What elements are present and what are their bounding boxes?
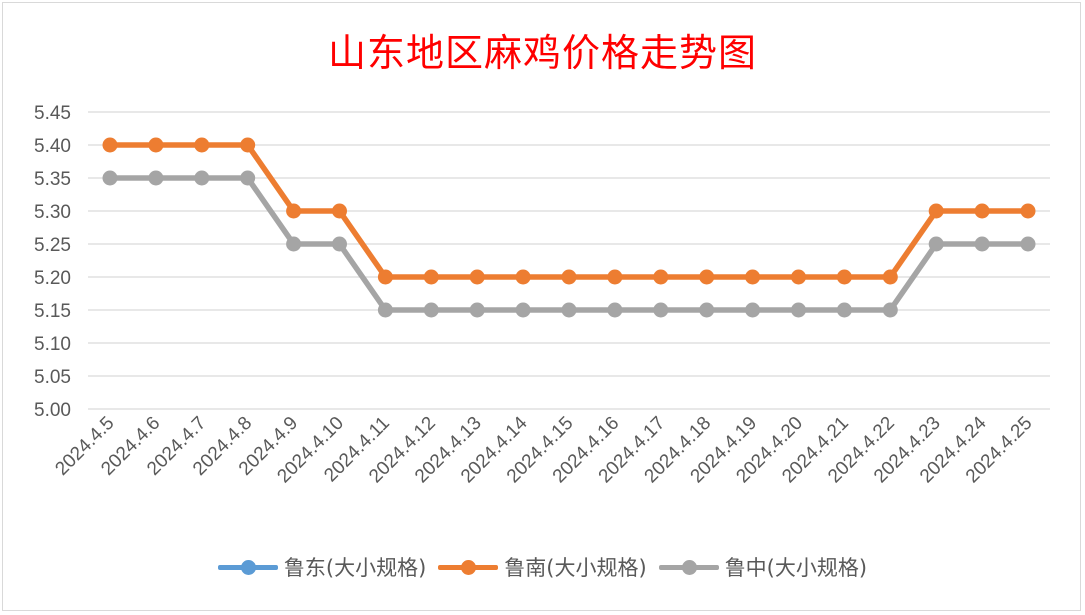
data-point [561, 302, 577, 318]
data-point [928, 236, 944, 252]
legend-swatch [658, 557, 719, 577]
data-point [653, 302, 669, 318]
x-axis: 2024.4.52024.4.62024.4.72024.4.82024.4.9… [51, 412, 1036, 487]
data-point [423, 269, 439, 285]
y-axis: 5.00 5.05 5.10 5.15 5.20 5.25 5.30 5.35 5.40 5.45 [34, 103, 71, 421]
series-lines [102, 137, 1036, 318]
legend-label: 鲁东(大小规格) [283, 556, 427, 580]
data-point [194, 170, 210, 186]
data-point [332, 236, 347, 252]
data-point [1020, 203, 1036, 219]
data-point [561, 269, 577, 285]
legend: 鲁东(大小规格) 鲁南(大小规格) 鲁中(大小规格) [0, 552, 1085, 582]
data-point [699, 302, 715, 318]
legend-item: 鲁中(大小规格) [658, 552, 868, 582]
data-point [377, 269, 393, 285]
data-point [102, 170, 118, 186]
data-point [882, 302, 898, 318]
data-point [974, 236, 990, 252]
data-point [469, 269, 485, 285]
data-point [423, 302, 439, 318]
y-tick-label: 5.45 [34, 103, 71, 124]
data-point [286, 203, 302, 219]
series-2 [102, 170, 1036, 318]
data-point [102, 137, 118, 153]
y-tick-label: 5.30 [34, 202, 71, 223]
y-tick-label: 5.40 [34, 136, 71, 157]
data-point [377, 302, 393, 318]
legend-swatch [217, 557, 278, 577]
data-point [791, 302, 806, 318]
y-tick-label: 5.00 [34, 400, 71, 421]
y-tick-label: 5.35 [34, 169, 71, 190]
data-point [515, 302, 531, 318]
data-point [836, 302, 852, 318]
chart-title: 山东地区麻鸡价格走势图 [327, 31, 757, 75]
series-1 [102, 137, 1036, 285]
data-point [515, 269, 531, 285]
data-point [286, 236, 302, 252]
legend-label: 鲁南(大小规格) [504, 556, 647, 580]
data-point [148, 137, 164, 153]
y-tick-label: 5.15 [34, 301, 71, 322]
data-point [469, 302, 485, 318]
y-tick-label: 5.20 [34, 268, 71, 289]
data-point [928, 203, 944, 219]
y-tick-label: 5.25 [34, 235, 71, 256]
data-point [148, 170, 164, 186]
legend-label: 鲁中(大小规格) [724, 556, 868, 580]
legend-item: 鲁南(大小规格) [438, 552, 647, 582]
y-tick-label: 5.05 [34, 367, 71, 388]
legend-item: 鲁东(大小规格) [217, 552, 427, 582]
data-point [974, 203, 990, 219]
data-point [240, 170, 256, 186]
data-point [607, 302, 623, 318]
data-point [332, 203, 347, 219]
data-point [745, 269, 761, 285]
data-point [1020, 236, 1036, 252]
data-point [836, 269, 852, 285]
y-tick-label: 5.10 [34, 334, 71, 355]
data-point [699, 269, 715, 285]
grid-lines [88, 111, 1050, 410]
data-point [791, 269, 806, 285]
data-point [194, 137, 210, 153]
data-point [882, 269, 898, 285]
data-point [745, 302, 761, 318]
data-point [240, 137, 256, 153]
data-point [607, 269, 623, 285]
data-point [653, 269, 669, 285]
legend-swatch [438, 557, 499, 577]
